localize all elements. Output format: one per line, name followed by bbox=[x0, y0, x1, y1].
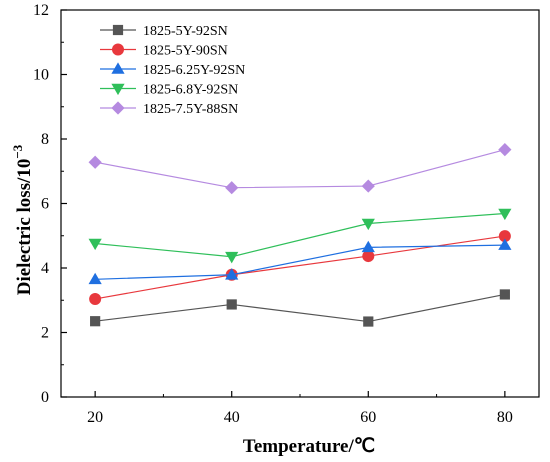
series-line bbox=[95, 293, 505, 323]
data-point bbox=[363, 316, 374, 327]
plot-border bbox=[60, 9, 540, 398]
y-tick-label: 2 bbox=[41, 325, 49, 342]
plot-frame bbox=[60, 9, 540, 398]
x-axis-label: Temperature/℃ bbox=[243, 436, 375, 457]
legend-marker bbox=[112, 24, 124, 36]
x-tick-label: 40 bbox=[224, 409, 240, 426]
legend-label: 1825-6.8Y-92SN bbox=[143, 83, 238, 98]
y-tick-label: 12 bbox=[33, 2, 49, 19]
series-2 bbox=[89, 230, 511, 305]
data-point bbox=[498, 143, 512, 157]
series-4 bbox=[88, 208, 512, 264]
data-point bbox=[226, 299, 237, 310]
legend-item: 1825-5Y-92SN bbox=[100, 24, 228, 39]
y-axis-label: Dielectric loss/10−3 bbox=[10, 144, 35, 295]
data-point bbox=[90, 316, 101, 327]
data-point bbox=[225, 268, 239, 280]
legend-marker bbox=[111, 101, 125, 115]
data-point bbox=[88, 272, 102, 285]
data-point bbox=[498, 208, 512, 221]
data-point bbox=[498, 230, 511, 243]
legend-marker bbox=[111, 62, 125, 74]
y-tick-label: 4 bbox=[41, 260, 49, 277]
series-layer bbox=[88, 143, 512, 327]
data-point bbox=[498, 238, 512, 250]
axis-ticks: 20 40 60 80 0 2 4 6 8 10 12 bbox=[33, 2, 513, 426]
x-tick-label: 20 bbox=[87, 409, 103, 426]
legend-marker bbox=[112, 43, 124, 56]
legend-item: 1825-6.8Y-92SN bbox=[100, 83, 238, 98]
x-tick-label: 60 bbox=[360, 409, 376, 426]
data-point bbox=[225, 181, 239, 195]
series-line bbox=[95, 212, 505, 258]
legend-label: 1825-7.5Y-88SN bbox=[143, 102, 238, 117]
data-point bbox=[499, 289, 510, 300]
data-point bbox=[361, 179, 375, 193]
series-5 bbox=[88, 143, 512, 195]
y-axis-label-exponent: −3 bbox=[10, 144, 25, 158]
legend-label: 1825-5Y-90SN bbox=[143, 44, 228, 59]
y-tick-label: 0 bbox=[41, 389, 49, 406]
series-line bbox=[95, 235, 505, 300]
data-point bbox=[89, 292, 102, 305]
data-point bbox=[361, 218, 375, 231]
y-tick-label: 8 bbox=[41, 131, 49, 148]
data-point bbox=[88, 155, 102, 169]
series-1 bbox=[90, 289, 510, 327]
series-3 bbox=[88, 238, 512, 285]
y-tick-label: 6 bbox=[41, 196, 49, 213]
series-line bbox=[95, 149, 506, 189]
series-line bbox=[95, 244, 505, 280]
y-axis-label-group: Dielectric loss/10−3 bbox=[10, 144, 35, 295]
legend-label: 1825-5Y-92SN bbox=[143, 24, 228, 39]
legend-marker bbox=[111, 83, 125, 96]
x-tick-label: 80 bbox=[497, 409, 513, 426]
y-axis-label-base: Dielectric loss/10 bbox=[14, 159, 35, 296]
data-point bbox=[88, 238, 102, 251]
legend-label: 1825-6.25Y-92SN bbox=[143, 63, 245, 78]
data-point bbox=[362, 250, 375, 263]
legend-item: 1825-5Y-90SN bbox=[100, 43, 228, 59]
y-tick-label: 10 bbox=[33, 67, 49, 84]
legend-item: 1825-7.5Y-88SN bbox=[100, 101, 238, 117]
data-point bbox=[225, 251, 239, 264]
data-point bbox=[361, 240, 375, 253]
legend-item: 1825-6.25Y-92SN bbox=[100, 62, 245, 78]
legend: 1825-5Y-92SN 1825-5Y-90SN 1825-6.25Y-92SN 1… bbox=[100, 24, 245, 117]
